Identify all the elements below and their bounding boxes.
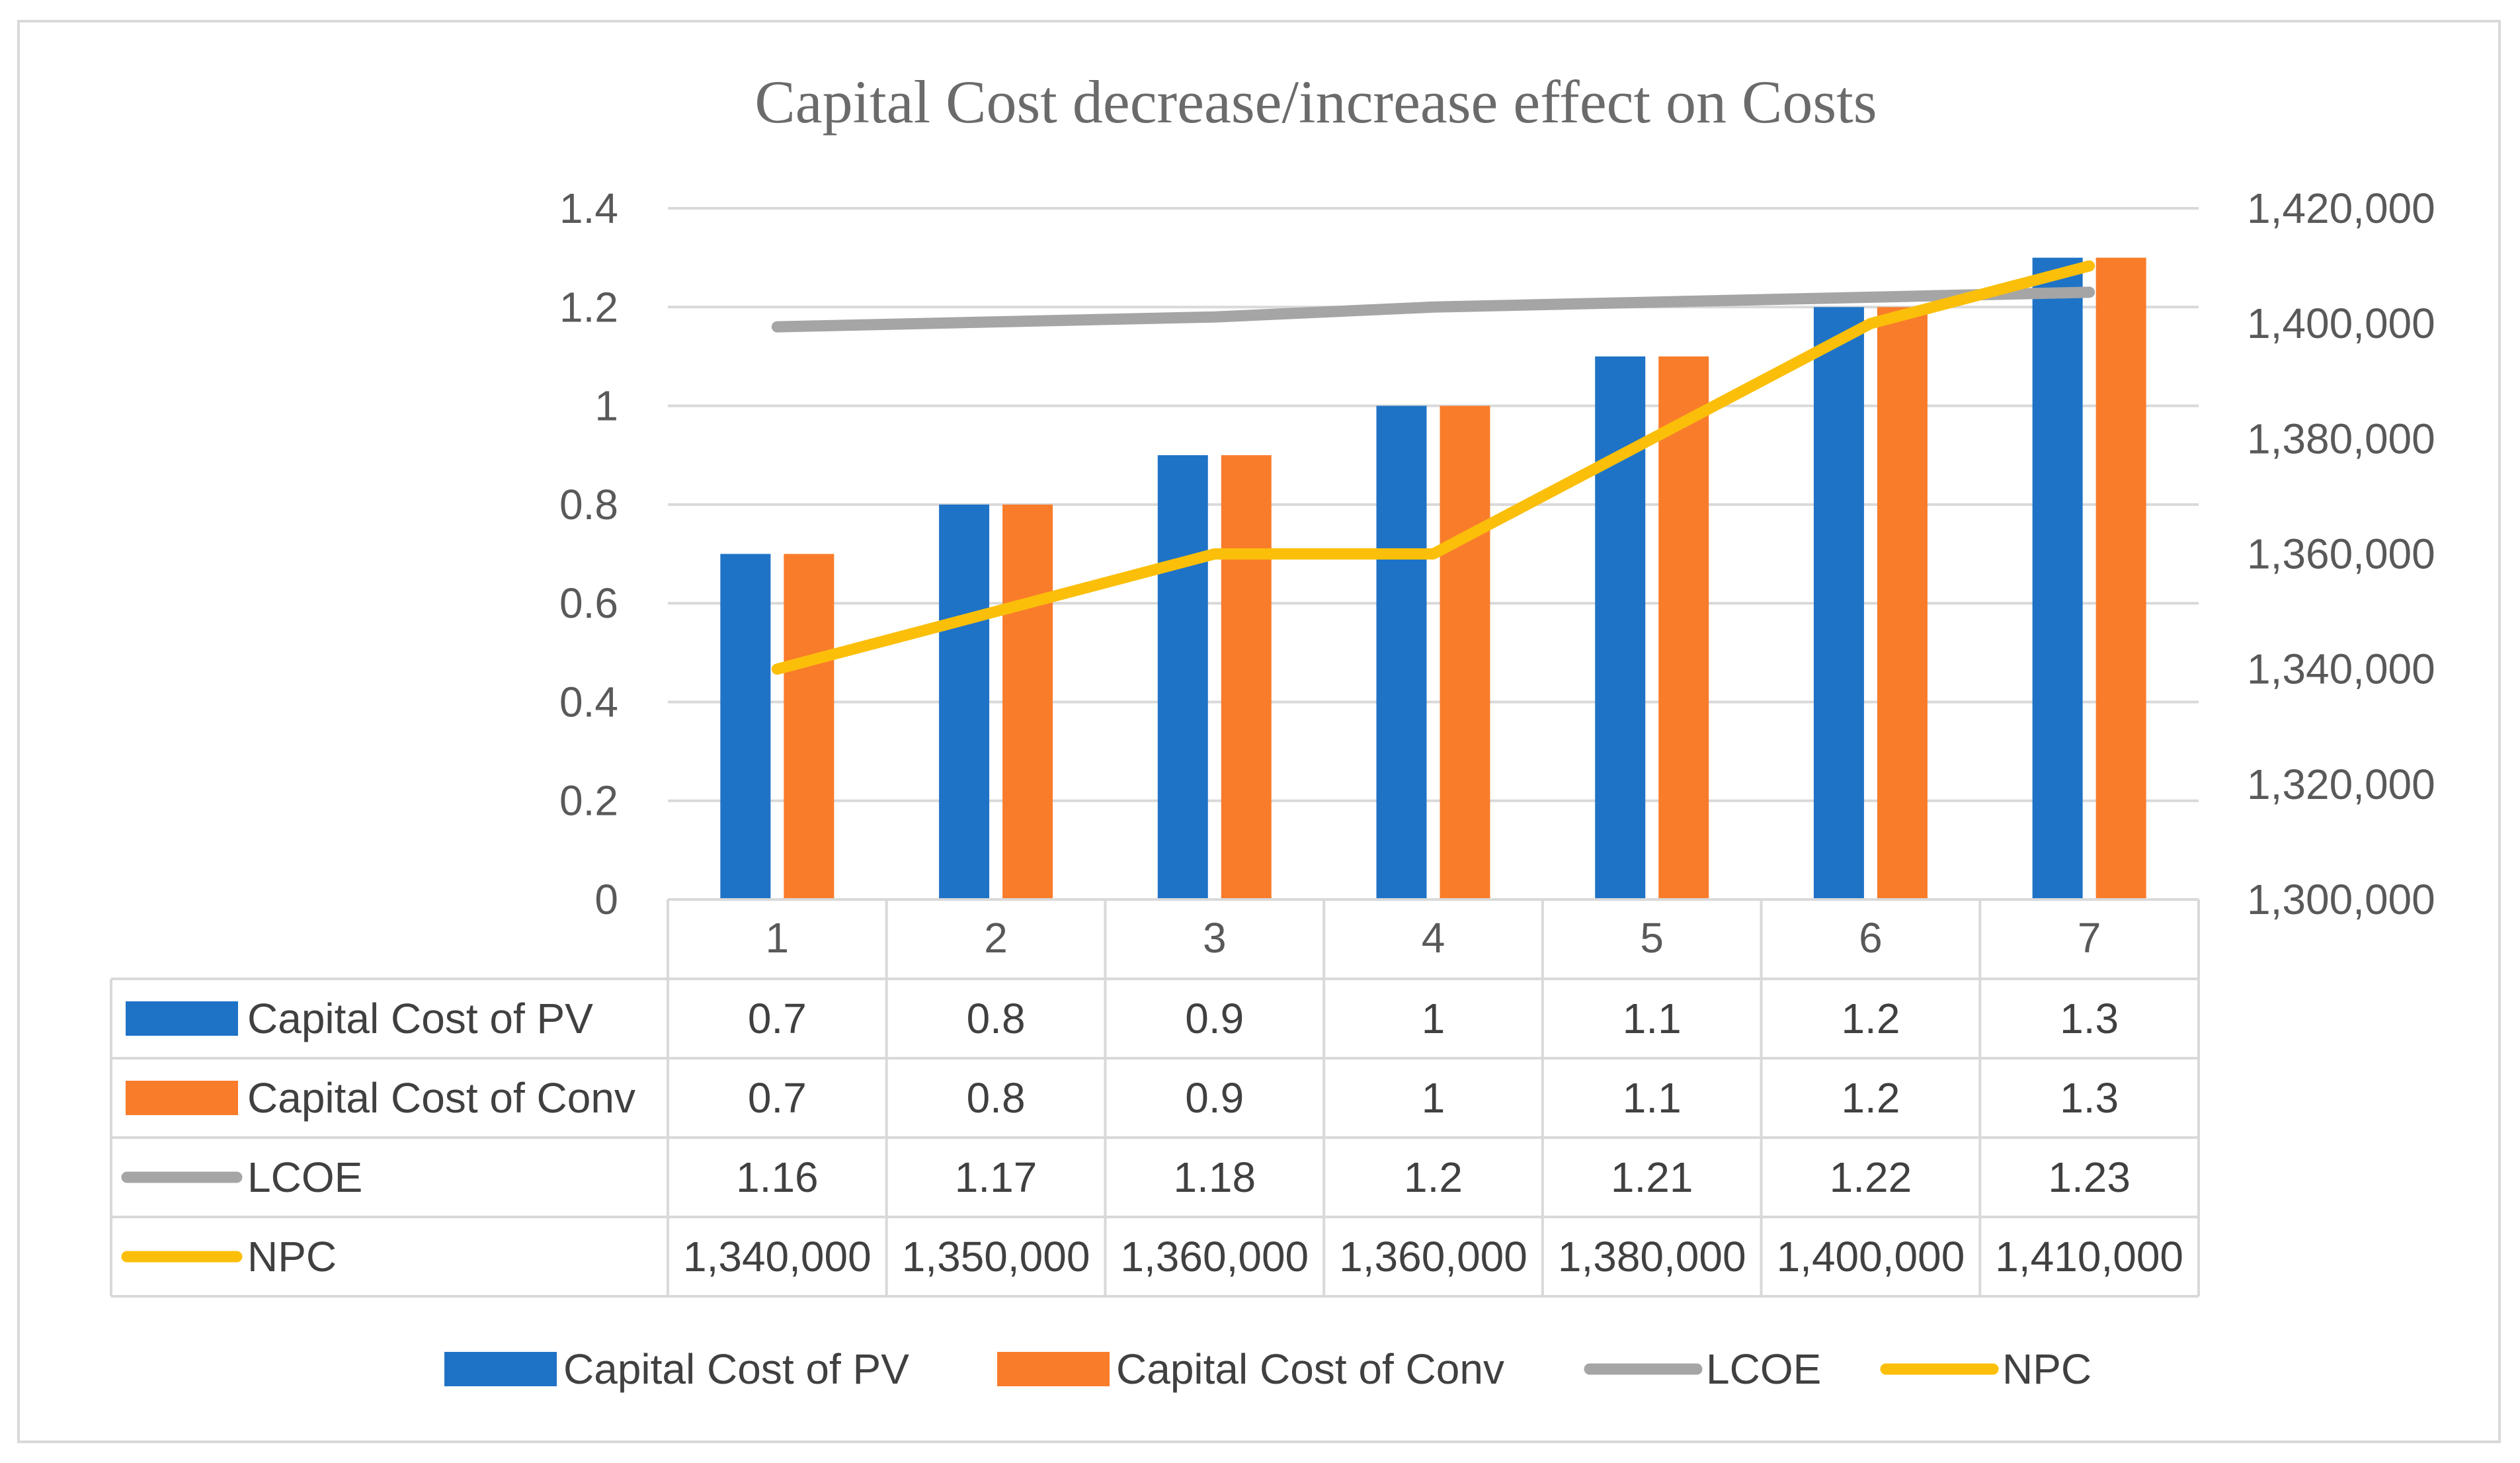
table-cell: 1,340,000 <box>683 1233 872 1280</box>
table-cell: 1 <box>1422 1074 1445 1122</box>
table-cell: 1.2 <box>1841 1074 1900 1122</box>
legend: Capital Cost of PV Capital Cost of Conv LC… <box>444 1345 2092 1393</box>
secondary-tick-label: 1,420,000 <box>2247 185 2435 232</box>
table-cell: 1.2 <box>1841 995 1900 1042</box>
table-cell: 0.8 <box>967 1074 1026 1122</box>
table-cell: 1.2 <box>1404 1153 1463 1201</box>
table-legend-key <box>126 1001 238 1036</box>
category-label: 4 <box>1422 914 1445 962</box>
category-label: 6 <box>1859 914 1883 962</box>
bar-capital-cost-of-pv <box>1157 455 1208 899</box>
table-cell: 1.23 <box>2048 1153 2131 1201</box>
bar-capital-cost-of-pv <box>1813 307 1864 899</box>
secondary-tick-label: 1,320,000 <box>2247 761 2435 808</box>
table-cell: 1,400,000 <box>1777 1233 1965 1280</box>
primary-tick-label: 1 <box>594 382 618 430</box>
legend-key <box>997 1352 1110 1386</box>
table-cell: 1,360,000 <box>1339 1233 1527 1280</box>
legend-label: NPC <box>2002 1345 2092 1393</box>
table-cell: 0.7 <box>748 1074 807 1122</box>
bar-capital-cost-of-pv <box>2032 257 2083 900</box>
primary-tick-label: 0.6 <box>559 579 618 627</box>
secondary-tick-label: 1,400,000 <box>2247 300 2435 347</box>
primary-tick-label: 0.2 <box>559 777 618 825</box>
primary-tick-label: 0 <box>594 876 618 923</box>
table-cell: 1.1 <box>1623 1074 1682 1122</box>
table-cell: 0.9 <box>1185 995 1244 1042</box>
table-cell: 1.1 <box>1623 995 1682 1042</box>
table-row-label: NPC <box>247 1233 337 1280</box>
table-cell: 0.8 <box>967 995 1026 1042</box>
bar-series <box>720 257 2146 900</box>
table-row-label: Capital Cost of Conv <box>247 1074 635 1122</box>
primary-tick-label: 0.4 <box>559 678 618 726</box>
line-lcoe <box>771 286 2095 333</box>
data-table: 1 2 3 4 5 6 7 Capital Cost of PV 0.7 0.8 0.9 1 1.1 1.… <box>110 898 2200 1298</box>
table-cell: 1.3 <box>2060 1074 2119 1122</box>
table-cell: 1.18 <box>1174 1153 1256 1201</box>
bar-capital-cost-of-conv <box>2095 257 2146 900</box>
primary-axis: 0 0.2 0.4 0.6 0.8 1 1.2 1.4 <box>559 185 618 923</box>
table-row-label: Capital Cost of PV <box>247 995 593 1042</box>
table-cell: 1.16 <box>736 1153 819 1201</box>
bar-capital-cost-of-pv <box>1595 356 1646 899</box>
legend-key <box>444 1352 557 1386</box>
bar-capital-cost-of-pv <box>1376 405 1427 899</box>
bar-capital-cost-of-conv <box>1440 405 1490 899</box>
secondary-axis: 1,300,000 1,320,000 1,340,000 1,360,000 1,38… <box>2247 185 2435 923</box>
table-cell: 1.17 <box>955 1153 1037 1201</box>
chart-title: Capital Cost decrease/increase effect on… <box>754 68 1877 136</box>
table-legend-key <box>126 1081 238 1115</box>
legend-label: Capital Cost of Conv <box>1116 1345 1504 1393</box>
legend-label: LCOE <box>1706 1345 1821 1393</box>
bar-capital-cost-of-pv <box>939 504 990 899</box>
secondary-tick-label: 1,360,000 <box>2247 530 2435 578</box>
table-cell: 0.7 <box>748 995 807 1042</box>
table-cell: 1 <box>1422 995 1445 1042</box>
primary-tick-label: 0.8 <box>559 481 618 528</box>
bar-capital-cost-of-conv <box>1658 356 1709 899</box>
category-label: 7 <box>2078 914 2101 962</box>
primary-tick-label: 1.4 <box>559 185 618 232</box>
table-cell: 1,360,000 <box>1120 1233 1309 1280</box>
table-cell: 1.22 <box>1830 1153 1912 1201</box>
category-label: 5 <box>1640 914 1664 962</box>
table-cell: 1,350,000 <box>902 1233 1090 1280</box>
secondary-tick-label: 1,380,000 <box>2247 415 2435 462</box>
secondary-tick-label: 1,340,000 <box>2247 646 2435 693</box>
bar-capital-cost-of-conv <box>1877 307 1928 899</box>
table-cell: 1.3 <box>2060 995 2119 1042</box>
category-label: 3 <box>1203 914 1227 962</box>
table-cell: 1,410,000 <box>1995 1233 2183 1280</box>
bar-capital-cost-of-conv <box>1221 455 1272 899</box>
table-cell: 1,380,000 <box>1558 1233 1746 1280</box>
secondary-tick-label: 1,300,000 <box>2247 876 2435 923</box>
bar-capital-cost-of-conv <box>1002 504 1053 899</box>
category-label: 2 <box>984 914 1008 962</box>
table-cell: 1.21 <box>1611 1153 1693 1201</box>
line-npc <box>771 260 2095 675</box>
table-row-label: LCOE <box>247 1153 362 1201</box>
line-series <box>771 260 2095 675</box>
bar-capital-cost-of-pv <box>720 554 771 899</box>
bar-capital-cost-of-conv <box>784 554 834 899</box>
category-label: 1 <box>766 914 790 962</box>
primary-tick-label: 1.2 <box>559 283 618 331</box>
table-cell: 0.9 <box>1185 1074 1244 1122</box>
legend-label: Capital Cost of PV <box>563 1345 909 1393</box>
